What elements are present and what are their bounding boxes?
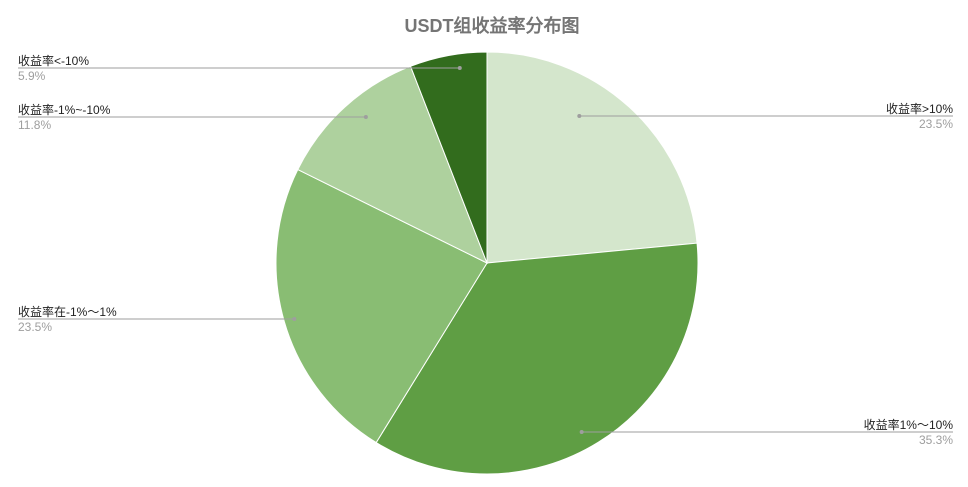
slice-value-2: 23.5% [18,320,52,334]
slice-value-4: 5.9% [18,69,46,83]
slice-value-3: 11.8% [18,118,51,132]
leader-dot-2 [292,317,297,321]
slice-label-4: 收益率<-10% [18,53,89,68]
slice-value-0: 23.5% [919,117,953,131]
slice-value-1: 35.3% [919,433,953,447]
pie-slice-4 [409,51,488,264]
leader-dot-4 [457,66,462,70]
pie-slices [275,51,699,475]
pie-slice-0 [486,51,698,264]
slice-label-1: 收益率1%～10% [864,417,954,432]
pie-slice-3 [297,65,488,265]
slice-label-2: 收益率在-1%～1% [18,304,117,319]
pie-slice-1 [375,242,699,475]
slice-label-0: 收益率>10% [886,101,953,116]
leader-dot-1 [579,430,584,434]
leader-dot-3 [363,115,368,119]
chart-title: USDT组收益率分布图 [405,15,580,36]
pie-labels: 收益率>10%23.5%收益率1%～10%35.3%收益率在-1%～1%23.5… [18,53,953,447]
pie-slice-2 [275,168,488,444]
leader-dot-0 [577,114,582,118]
slice-label-3: 收益率-1%~-10% [18,102,111,117]
